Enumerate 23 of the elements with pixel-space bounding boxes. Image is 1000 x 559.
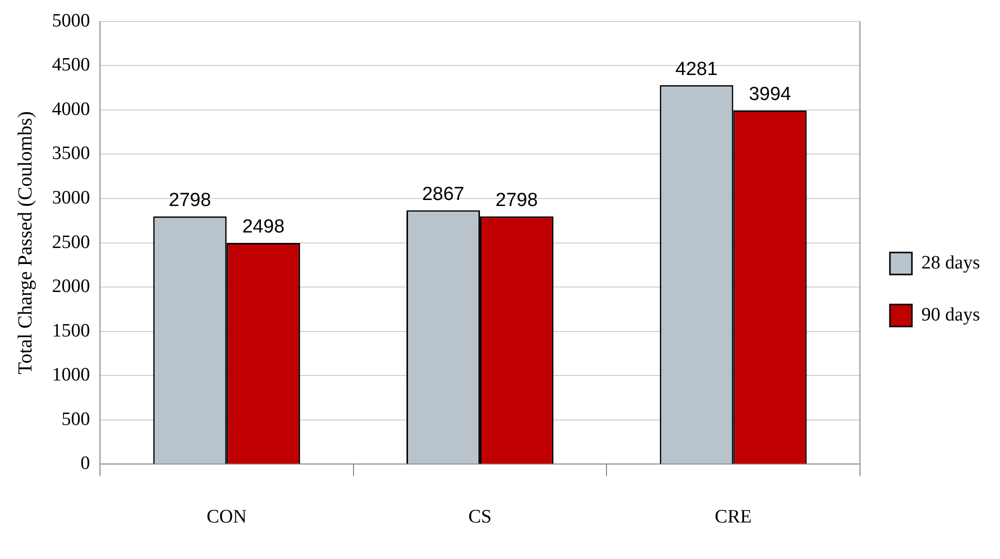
y-tick-label: 1500 xyxy=(52,320,90,342)
y-axis-title: Total Charge Passed (Coulombs) xyxy=(14,111,36,374)
data-label: 2867 xyxy=(422,184,464,206)
y-tick-label: 500 xyxy=(62,408,90,430)
y-tick-label: 3500 xyxy=(52,143,90,164)
data-label: 2798 xyxy=(496,190,538,212)
x-tick-label: CON xyxy=(206,506,247,528)
data-label: 3994 xyxy=(748,84,792,106)
y-tick-label: 5000 xyxy=(52,10,90,32)
y-tick-label: 4000 xyxy=(52,98,90,120)
y-tick-label: 2000 xyxy=(52,276,90,298)
y-tick-label: 2500 xyxy=(52,232,90,253)
y-tick-label: 3000 xyxy=(52,188,90,209)
data-label: 4281 xyxy=(675,58,718,80)
y-tick-label: 1000 xyxy=(52,364,90,386)
data-label: 2798 xyxy=(168,190,212,212)
legend-label: 90 days xyxy=(921,304,980,326)
x-tick-label: CS xyxy=(468,506,492,528)
x-tick-label: CRE xyxy=(714,506,752,528)
y-tick-label: 0 xyxy=(80,453,90,474)
y-tick-label: 4500 xyxy=(52,54,90,76)
legend-label: 28 days xyxy=(921,252,980,274)
data-label: 2498 xyxy=(242,216,285,238)
